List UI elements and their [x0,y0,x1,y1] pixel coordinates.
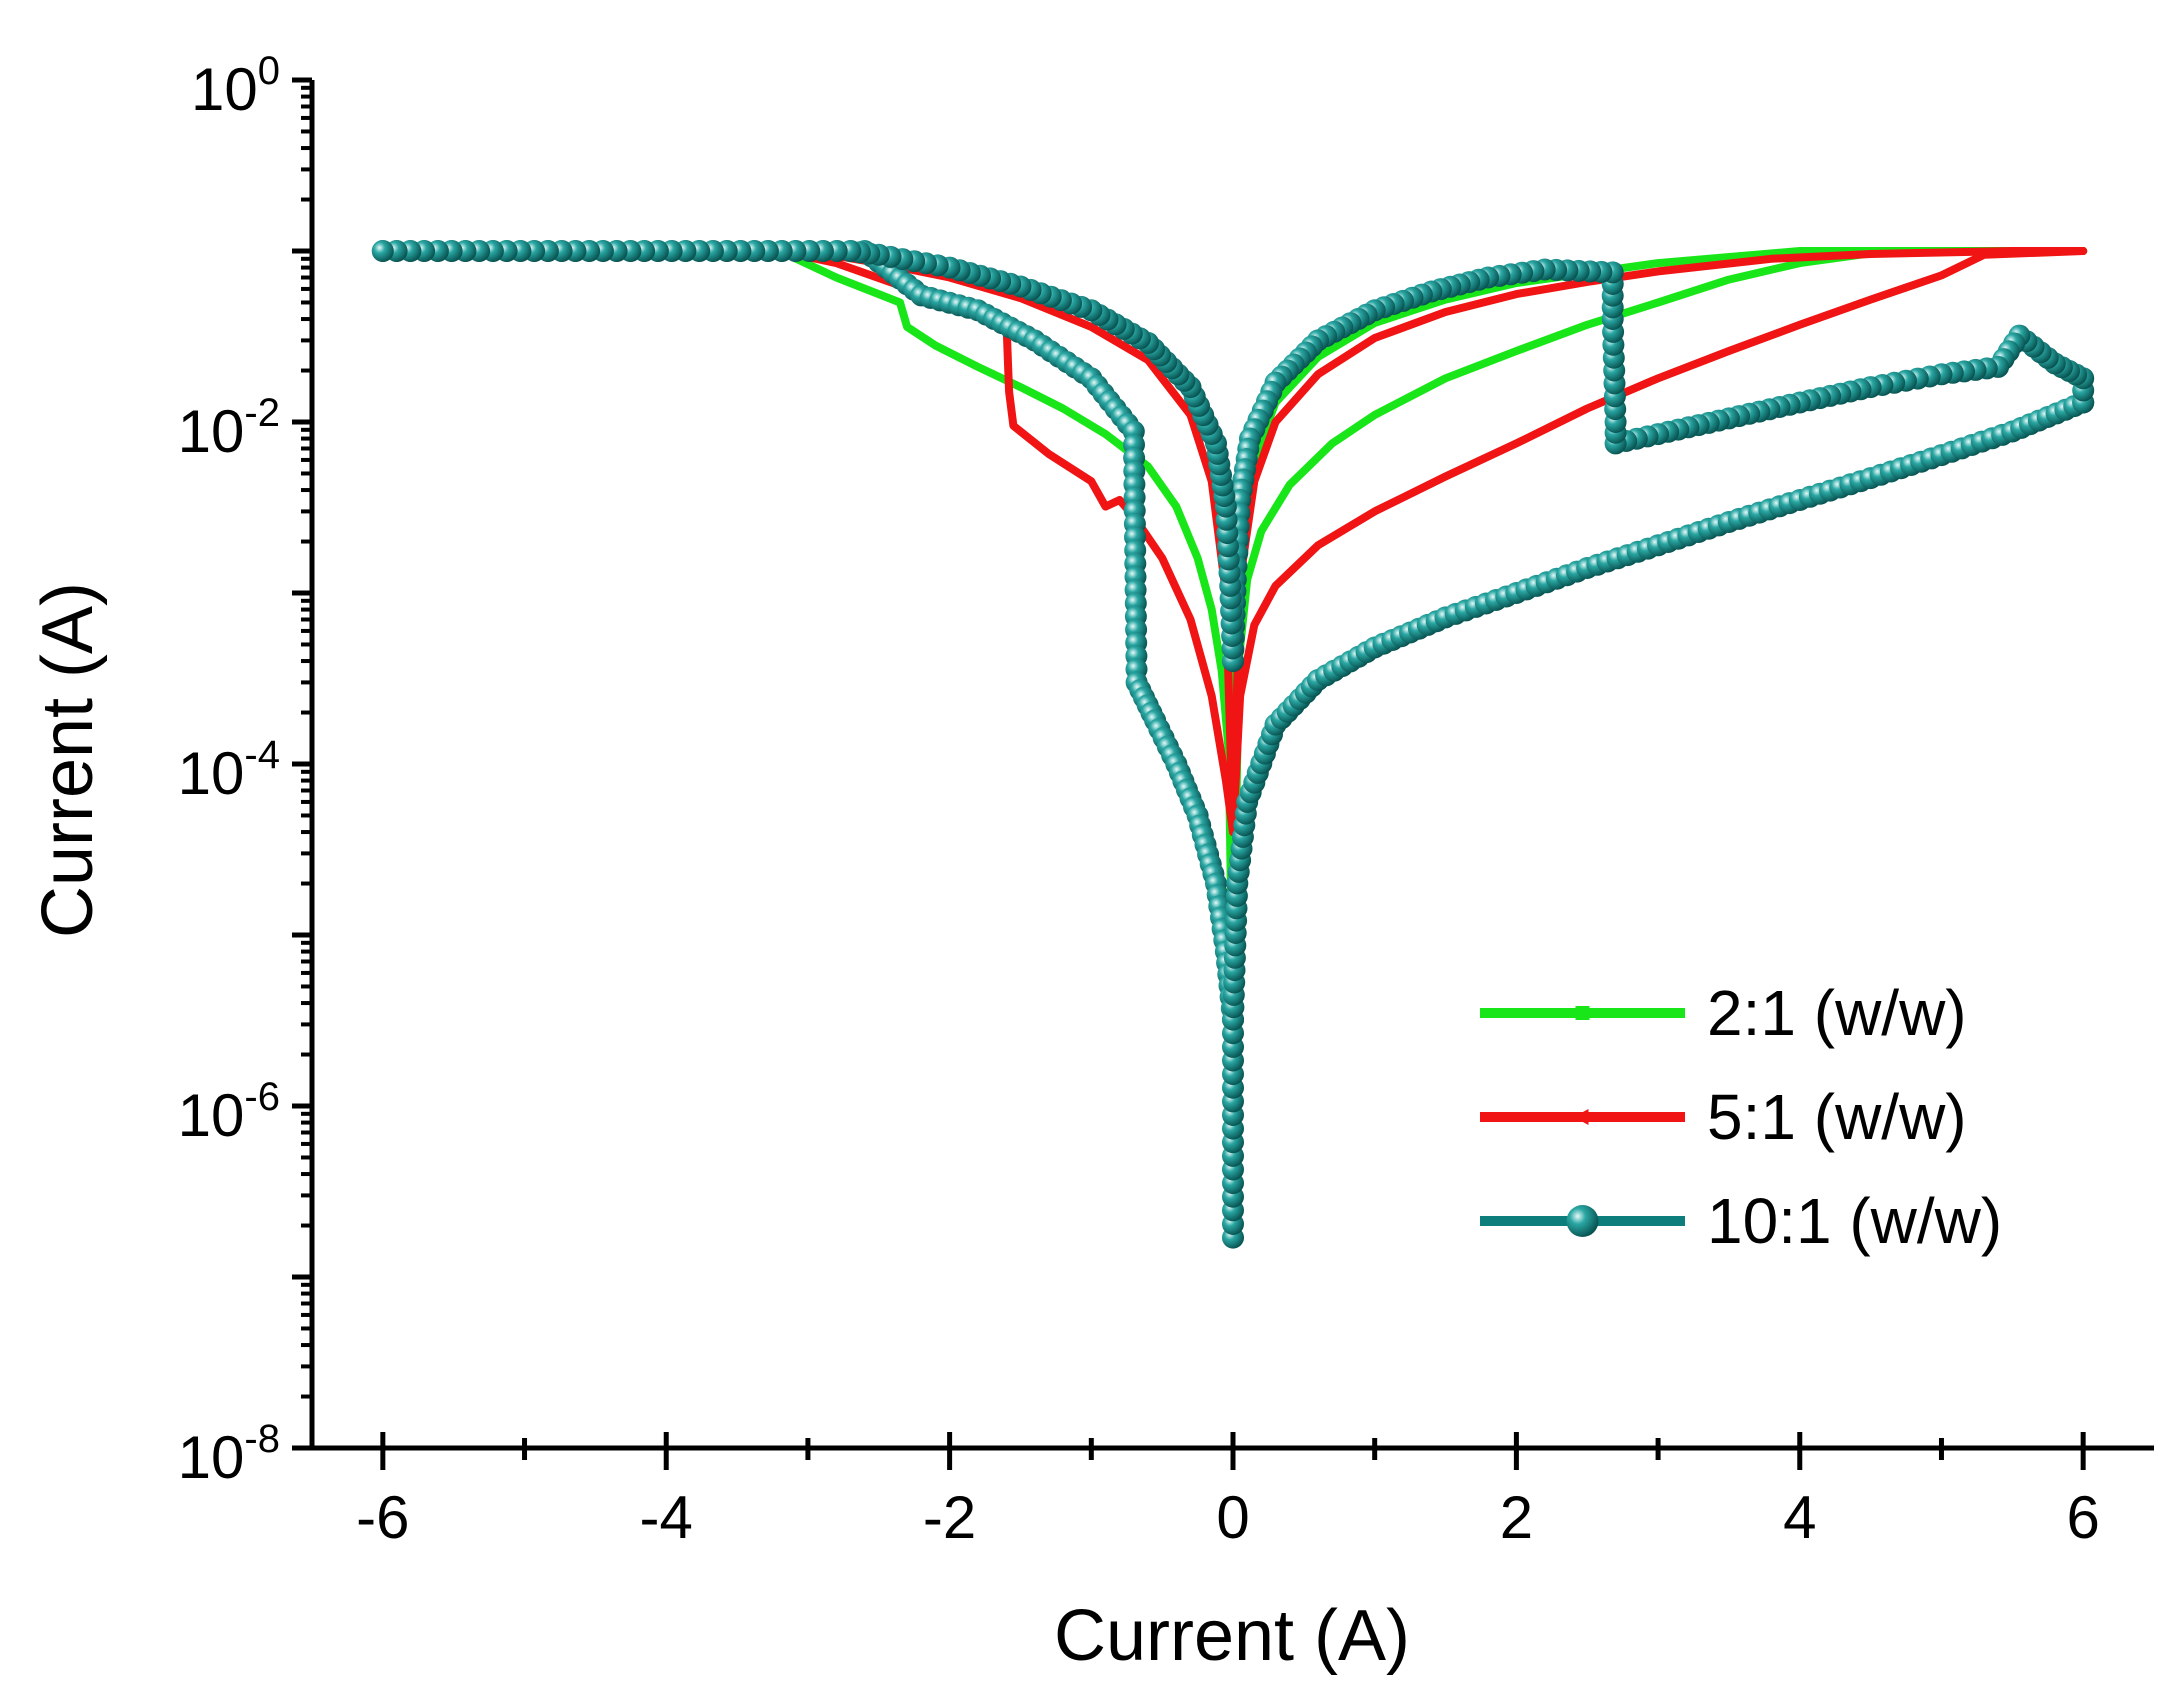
legend: 2:1 (w/w) 5:1 (w/w) 10:1 (w/w) [1480,977,2002,1257]
series-3-marker [371,240,394,262]
y-tick-label: 100 [191,49,280,123]
y-tick-label: 10-6 [178,1075,280,1149]
x-tick-label: 6 [2066,1484,2099,1551]
series-2-line [1229,247,2088,836]
legend-label-3: 10:1 (w/w) [1707,1185,2002,1257]
x-tick-label: -6 [356,1484,409,1551]
series-1-line [378,247,1237,1029]
y-tick-label: 10-2 [178,391,280,465]
legend-marker-triangle [1573,1109,1589,1125]
tick-labels: 100 10-2 10-4 10-6 10-8 -6 -4 -2 0 2 4 6 [178,49,2100,1551]
legend-marker-square [1575,1006,1590,1020]
legend-marker-sphere [1566,1205,1599,1237]
x-tick-label: -4 [640,1484,693,1551]
axes [292,77,2154,1470]
x-tick-label: 2 [1500,1484,1533,1551]
y-axis-title: Current (A) [28,582,108,938]
x-tick-label: 4 [1783,1484,1816,1551]
legend-label-1: 2:1 (w/w) [1707,977,1967,1049]
series-layer [371,240,2095,1249]
x-tick-label: 0 [1216,1484,1249,1551]
legend-label-2: 5:1 (w/w) [1707,1081,1967,1153]
series-2-line [378,247,1237,836]
x-axis-title: Current (A) [1054,1596,1410,1676]
y-tick-label: 10-8 [178,1417,280,1491]
series-3 [371,240,2095,1249]
series-2-line [1229,247,2088,836]
series-1-line [378,247,1237,1029]
y-tick-label: 10-4 [178,733,280,807]
series-3-line [377,246,1238,1025]
series-2-line [378,247,1237,836]
x-tick-label: -2 [923,1484,976,1551]
